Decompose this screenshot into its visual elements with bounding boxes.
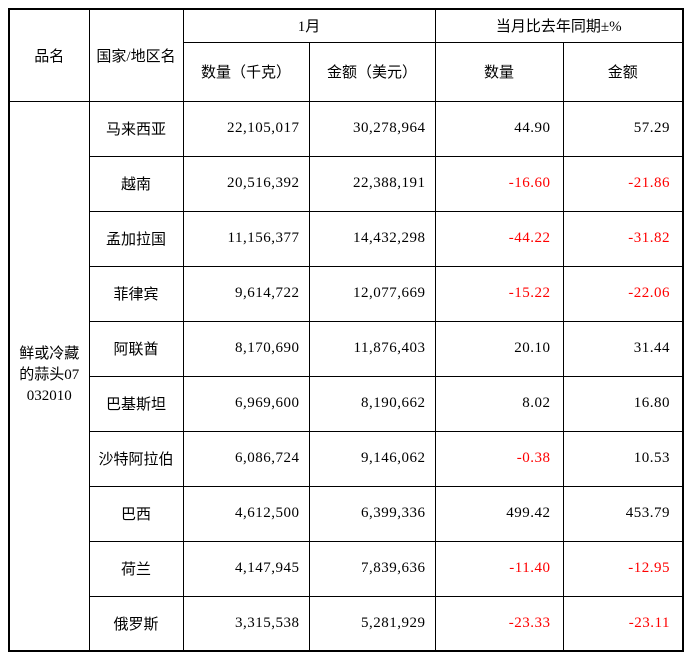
cell-country: 阿联酋 — [88, 320, 184, 377]
table-row: 沙特阿拉伯 6,086,724 9,146,062 -0.38 10.53 — [9, 430, 684, 487]
cell-yoy-amount: 31.44 — [562, 320, 684, 377]
cell-country: 荷兰 — [88, 540, 184, 597]
header-row-sub: 数量（千克） 金额（美元） 数量 金额 — [9, 41, 684, 102]
cell-yoy-amount: -21.86 — [562, 155, 684, 212]
cell-country: 越南 — [88, 155, 184, 212]
header-yoy-group: 当月比去年同期±% — [434, 8, 684, 43]
header-yoy-amount: 金额 — [562, 41, 684, 102]
header-country: 国家/地区名 — [88, 8, 184, 102]
table-row: 菲律宾 9,614,722 12,077,669 -15.22 -22.06 — [9, 265, 684, 322]
cell-amount: 14,432,298 — [308, 210, 436, 267]
cell-quantity: 3,315,538 — [182, 595, 310, 652]
cell-yoy-quantity: 20.10 — [434, 320, 564, 377]
cell-quantity: 8,170,690 — [182, 320, 310, 377]
cell-yoy-quantity: 499.42 — [434, 485, 564, 542]
header-product: 品名 — [8, 8, 90, 102]
cell-amount: 22,388,191 — [308, 155, 436, 212]
table-row: 孟加拉国 11,156,377 14,432,298 -44.22 -31.82 — [9, 210, 684, 267]
product-code: 07032010 — [26, 367, 80, 405]
cell-yoy-amount: -23.11 — [562, 595, 684, 652]
table-row: 巴西 4,612,500 6,399,336 499.42 453.79 — [9, 485, 684, 542]
cell-quantity: 4,612,500 — [182, 485, 310, 542]
cell-yoy-amount: 57.29 — [562, 100, 684, 157]
cell-country: 巴西 — [88, 485, 184, 542]
cell-amount: 6,399,336 — [308, 485, 436, 542]
table-row: 鲜或冷藏的蒜头07032010 马来西亚 22,105,017 30,278,9… — [8, 100, 684, 652]
cell-amount: 5,281,929 — [308, 595, 436, 652]
cell-country: 马来西亚 — [88, 100, 184, 157]
cell-country: 菲律宾 — [88, 265, 184, 322]
product-cell: 鲜或冷藏的蒜头07032010 — [8, 100, 90, 652]
table-row: 阿联酋 8,170,690 11,876,403 20.10 31.44 — [9, 320, 684, 377]
cell-country: 孟加拉国 — [88, 210, 184, 267]
cell-quantity: 4,147,945 — [182, 540, 310, 597]
cell-amount: 12,077,669 — [308, 265, 436, 322]
table-row: 巴基斯坦 6,969,600 8,190,662 8.02 16.80 — [9, 375, 684, 432]
header-quantity-kg: 数量（千克） — [182, 41, 310, 102]
cell-country: 沙特阿拉伯 — [88, 430, 184, 487]
cell-quantity: 11,156,377 — [182, 210, 310, 267]
cell-amount: 30,278,964 — [308, 100, 436, 157]
cell-amount: 7,839,636 — [308, 540, 436, 597]
product-name: 鲜或冷藏的蒜头 — [19, 346, 80, 384]
cell-yoy-quantity: -0.38 — [434, 430, 564, 487]
cell-yoy-amount: 453.79 — [562, 485, 684, 542]
table-row: 荷兰 4,147,945 7,839,636 -11.40 -12.95 — [9, 540, 684, 597]
cell-yoy-amount: -31.82 — [562, 210, 684, 267]
cell-quantity: 6,969,600 — [182, 375, 310, 432]
cell-yoy-quantity: -11.40 — [434, 540, 564, 597]
cell-amount: 8,190,662 — [308, 375, 436, 432]
header-amount-usd: 金额（美元） — [308, 41, 436, 102]
header-month-group: 1月 — [182, 8, 436, 43]
header-row-groups: 品名 国家/地区名 1月 当月比去年同期±% — [8, 8, 684, 102]
cell-country: 俄罗斯 — [88, 595, 184, 652]
cell-yoy-quantity: -23.33 — [434, 595, 564, 652]
cell-amount: 11,876,403 — [308, 320, 436, 377]
cell-yoy-quantity: -15.22 — [434, 265, 564, 322]
cell-yoy-amount: -22.06 — [562, 265, 684, 322]
cell-country: 巴基斯坦 — [88, 375, 184, 432]
cell-quantity: 22,105,017 — [182, 100, 310, 157]
cell-quantity: 20,516,392 — [182, 155, 310, 212]
cell-yoy-amount: -12.95 — [562, 540, 684, 597]
cell-quantity: 9,614,722 — [182, 265, 310, 322]
cell-amount: 9,146,062 — [308, 430, 436, 487]
table-row: 俄罗斯 3,315,538 5,281,929 -23.33 -23.11 — [9, 595, 684, 652]
cell-yoy-quantity: 8.02 — [434, 375, 564, 432]
trade-data-table: 品名 国家/地区名 1月 当月比去年同期±% 数量（千克） 金额（美元） 数量 … — [8, 8, 684, 652]
cell-quantity: 6,086,724 — [182, 430, 310, 487]
cell-yoy-amount: 10.53 — [562, 430, 684, 487]
cell-yoy-quantity: 44.90 — [434, 100, 564, 157]
table-row: 越南 20,516,392 22,388,191 -16.60 -21.86 — [9, 155, 684, 212]
cell-yoy-quantity: -16.60 — [434, 155, 564, 212]
header-yoy-quantity: 数量 — [434, 41, 564, 102]
cell-yoy-amount: 16.80 — [562, 375, 684, 432]
cell-yoy-quantity: -44.22 — [434, 210, 564, 267]
